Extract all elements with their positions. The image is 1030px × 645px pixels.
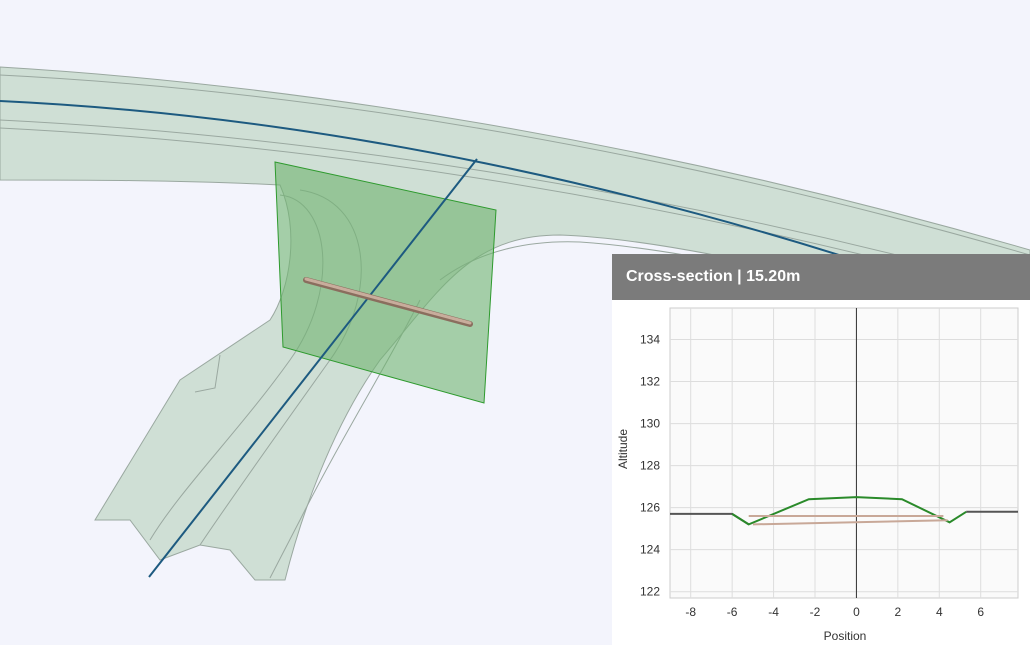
x-tick-label: -8 <box>685 605 696 619</box>
cross-section-panel: Cross-section | 15.20m -8 -6 -4 -2 0 2 4 6 122 12… <box>612 254 1030 645</box>
pipe-highlight <box>304 277 472 325</box>
section-plane[interactable] <box>274 161 497 404</box>
y-tick-label: 122 <box>640 585 660 599</box>
cross-section-chart[interactable]: -8 -6 -4 -2 0 2 4 6 122 124 126 128 130 132 134 Positi… <box>612 300 1030 645</box>
y-axis-title: Altitude <box>616 429 630 469</box>
plot-area <box>669 307 1019 599</box>
panel-header: Cross-section | 15.20m <box>612 254 1030 300</box>
x-axis-title: Position <box>824 629 867 643</box>
road-edge-line <box>0 119 1030 291</box>
x-tick-label: -6 <box>727 605 738 619</box>
series-line-road-surface <box>731 496 967 526</box>
y-tick-label: 134 <box>640 333 660 347</box>
section-axis-line[interactable] <box>148 158 478 578</box>
y-tick-label: 128 <box>640 459 660 473</box>
x-tick-label: 2 <box>895 605 902 619</box>
x-tick-label: 4 <box>936 605 943 619</box>
road-edge-line <box>194 354 221 393</box>
series-line-pipe-bottom <box>752 519 948 526</box>
road-edge-line <box>0 74 1030 256</box>
x-tick-label: 6 <box>977 605 984 619</box>
panel-title: Cross-section | 15.20m <box>626 268 801 285</box>
y-tick-label: 130 <box>640 417 660 431</box>
x-tick-label: -2 <box>810 605 821 619</box>
y-tick-label: 132 <box>640 375 660 389</box>
x-tick-label: 0 <box>853 605 860 619</box>
x-tick-label: -4 <box>768 605 779 619</box>
y-tick-label: 126 <box>640 501 660 515</box>
y-tick-label: 124 <box>640 543 660 557</box>
